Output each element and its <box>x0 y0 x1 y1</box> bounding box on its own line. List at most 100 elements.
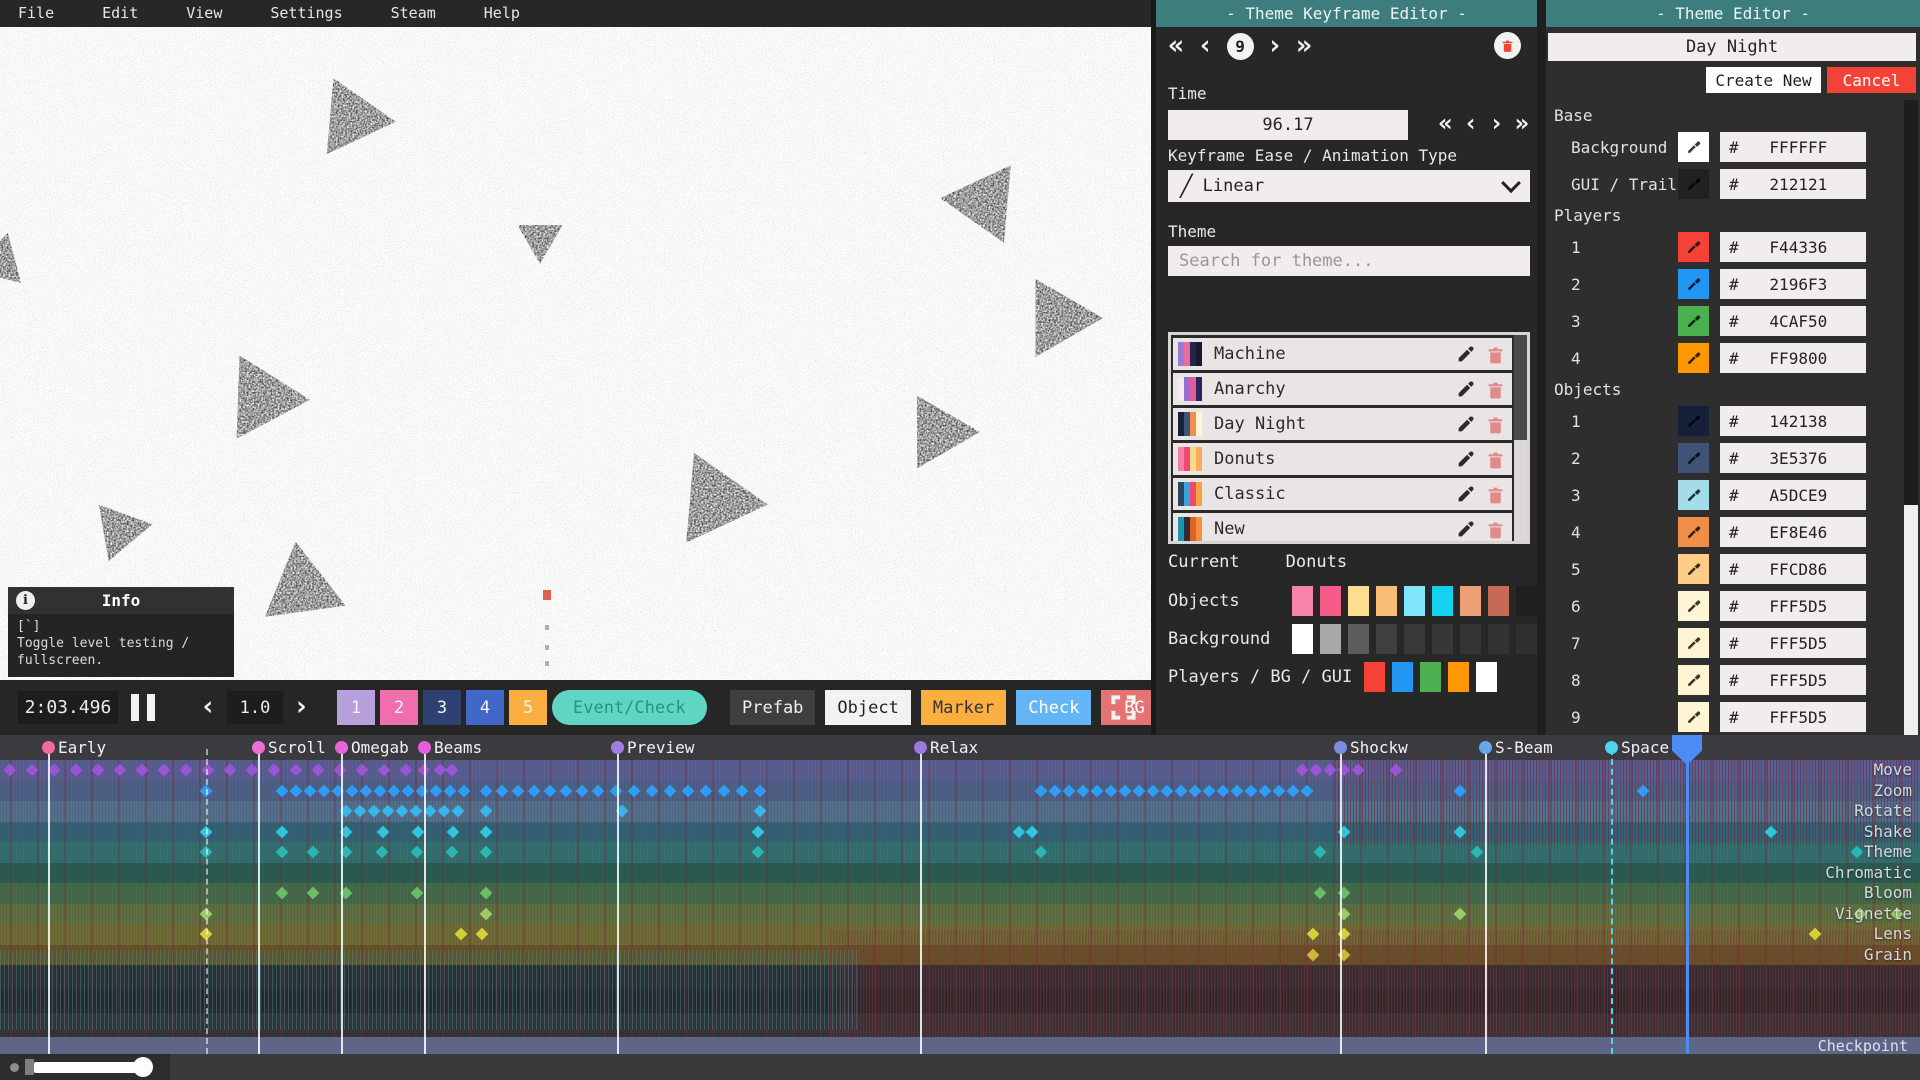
layer-button-3[interactable]: 3 <box>423 690 461 725</box>
edit-theme-icon[interactable] <box>1455 344 1476 365</box>
layer-button-5[interactable]: 5 <box>509 690 547 725</box>
timeline-playhead[interactable] <box>1686 735 1689 1054</box>
eyedropper-button[interactable] <box>1678 306 1709 336</box>
timeline-marker-omegab[interactable]: Omegab <box>335 735 409 760</box>
eyedropper-button[interactable] <box>1678 132 1709 162</box>
color-swatch[interactable] <box>1348 586 1369 616</box>
cancel-button[interactable]: Cancel <box>1827 67 1916 93</box>
event-timeline[interactable]: Move Zoom Rotate Shake Theme Chromatic B… <box>0 735 1920 1080</box>
keyframe-time-input[interactable]: 96.17 <box>1168 110 1408 140</box>
color-swatch[interactable] <box>1516 586 1537 616</box>
eyedropper-button[interactable] <box>1678 443 1709 473</box>
delete-theme-icon[interactable] <box>1485 449 1506 470</box>
edit-theme-icon[interactable] <box>1455 484 1476 505</box>
color-swatch[interactable] <box>1320 624 1341 654</box>
eyedropper-button[interactable] <box>1678 628 1709 658</box>
timeline-marker-space[interactable]: Space <box>1605 735 1669 760</box>
color-swatch[interactable] <box>1432 624 1453 654</box>
marker-dot[interactable] <box>418 741 431 754</box>
time-big-decrease-button[interactable]: « <box>1438 109 1453 137</box>
marker-dot[interactable] <box>252 741 265 754</box>
marker-dot[interactable] <box>1605 741 1618 754</box>
timeline-marker-preview[interactable]: Preview <box>611 735 694 760</box>
eyedropper-button[interactable] <box>1678 406 1709 436</box>
delete-theme-icon[interactable] <box>1485 379 1506 400</box>
menu-item-help[interactable]: Help <box>483 4 520 22</box>
color-swatch[interactable] <box>1292 624 1313 654</box>
color-swatch[interactable] <box>1392 662 1414 692</box>
marker-dot[interactable] <box>914 741 927 754</box>
color-swatch[interactable] <box>1488 624 1509 654</box>
edit-theme-icon[interactable] <box>1455 414 1476 435</box>
marker-button[interactable]: Marker <box>920 690 1007 725</box>
eyedropper-button[interactable] <box>1678 169 1709 199</box>
theme-row[interactable]: Donuts <box>1173 443 1512 475</box>
marker-row[interactable] <box>0 735 1920 760</box>
color-swatch[interactable] <box>1432 586 1453 616</box>
hex-color-input[interactable]: # FFF5D5 <box>1720 591 1866 621</box>
eyedropper-button[interactable] <box>1678 554 1709 584</box>
first-keyframe-button[interactable]: « <box>1168 30 1185 61</box>
color-swatch[interactable] <box>1364 662 1386 692</box>
theme-name-input[interactable]: Day Night <box>1548 33 1916 61</box>
fullscreen-button[interactable] <box>1110 694 1137 721</box>
zoom-slider-track[interactable] <box>34 1062 136 1073</box>
menu-item-file[interactable]: File <box>18 4 55 22</box>
level-preview-canvas[interactable]: i Info [`] Toggle level testing / fullsc… <box>0 27 1151 680</box>
previous-keyframe-button[interactable]: ‹ <box>1197 30 1214 61</box>
eyedropper-button[interactable] <box>1678 665 1709 695</box>
timeline-marker-shockw[interactable]: Shockw <box>1334 735 1408 760</box>
color-swatch[interactable] <box>1460 624 1481 654</box>
hex-color-input[interactable]: # 4CAF50 <box>1720 306 1866 336</box>
next-keyframe-button[interactable]: › <box>1266 30 1283 61</box>
theme-row[interactable]: Classic <box>1173 478 1512 510</box>
timeline-marker-s-beam[interactable]: S-Beam <box>1479 735 1553 760</box>
track-row-move[interactable]: Move <box>0 760 1920 781</box>
speed-decrease-button[interactable]: ‹ <box>200 691 217 722</box>
layer-button-1[interactable]: 1 <box>337 690 375 725</box>
last-keyframe-button[interactable]: » <box>1295 30 1313 61</box>
delete-theme-icon[interactable] <box>1485 519 1506 540</box>
track-row-zoom[interactable]: Zoom <box>0 780 1920 801</box>
track-row-shake[interactable]: Shake <box>0 821 1920 842</box>
track-row-theme[interactable]: Theme <box>0 842 1920 863</box>
marker-dot[interactable] <box>42 741 55 754</box>
color-swatch[interactable] <box>1320 586 1341 616</box>
color-swatch[interactable] <box>1376 586 1397 616</box>
color-swatch[interactable] <box>1376 624 1397 654</box>
theme-search-input[interactable] <box>1177 250 1521 272</box>
color-swatch[interactable] <box>1420 662 1442 692</box>
theme-list-scrollbar-thumb[interactable] <box>1514 440 1527 541</box>
delete-theme-icon[interactable] <box>1485 484 1506 505</box>
delete-theme-icon[interactable] <box>1485 344 1506 365</box>
hex-color-input[interactable]: # FFCD86 <box>1720 554 1866 584</box>
menu-item-view[interactable]: View <box>186 4 223 22</box>
timeline-zoom-slider[interactable] <box>0 1054 170 1080</box>
theme-row[interactable]: Machine <box>1173 338 1512 370</box>
eyedropper-button[interactable] <box>1678 702 1709 732</box>
timeline-marker-scroll[interactable]: Scroll <box>252 735 326 760</box>
hex-color-input[interactable]: # FFFFFF <box>1720 132 1866 162</box>
hex-color-input[interactable]: # 142138 <box>1720 406 1866 436</box>
hex-color-input[interactable]: # FF9800 <box>1720 343 1866 373</box>
layer-button-4[interactable]: 4 <box>466 690 504 725</box>
color-swatch[interactable] <box>1404 624 1425 654</box>
theme-row[interactable]: Anarchy <box>1173 373 1512 405</box>
edit-theme-icon[interactable] <box>1455 449 1476 470</box>
timeline-marker-relax[interactable]: Relax <box>914 735 978 760</box>
hex-color-input[interactable]: # A5DCE9 <box>1720 480 1866 510</box>
color-swatch[interactable] <box>1476 662 1498 692</box>
theme-list-scrollbar[interactable] <box>1514 335 1527 541</box>
layer-button-2[interactable]: 2 <box>380 690 418 725</box>
theme-row[interactable]: New <box>1173 513 1512 541</box>
hex-color-input[interactable]: # 2196F3 <box>1720 269 1866 299</box>
checkpoint-track[interactable]: Checkpoint <box>0 1037 1920 1055</box>
speed-increase-button[interactable]: › <box>293 691 310 722</box>
menu-item-edit[interactable]: Edit <box>102 4 139 22</box>
color-swatch[interactable] <box>1404 586 1425 616</box>
hex-color-input[interactable]: # FFF5D5 <box>1720 665 1866 695</box>
hex-color-input[interactable]: # EF8E46 <box>1720 517 1866 547</box>
eyedropper-button[interactable] <box>1678 517 1709 547</box>
color-swatch[interactable] <box>1348 624 1369 654</box>
hex-color-input[interactable]: # F44336 <box>1720 232 1866 262</box>
